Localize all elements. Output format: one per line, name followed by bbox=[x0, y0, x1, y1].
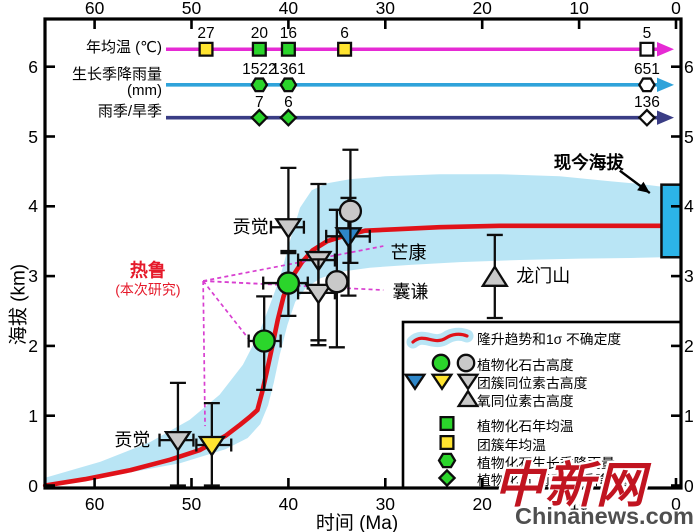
climate-marker-growing-season-rainfall-1 bbox=[279, 77, 298, 93]
y-axis-title: 海拔 (km) bbox=[8, 263, 30, 346]
climate-marker-annual-mean-temperature-1 bbox=[251, 41, 267, 57]
climate-marker-annual-mean-temperature-0 bbox=[198, 41, 214, 57]
legend-tri-yellow bbox=[430, 373, 454, 391]
present-elevation-bar bbox=[660, 183, 683, 259]
legend-curve-icon bbox=[411, 332, 469, 344]
dashed-link-1 bbox=[202, 280, 250, 340]
climate-marker-wet-dry-season-1 bbox=[279, 108, 298, 127]
legend-diamond-green bbox=[437, 468, 457, 488]
x-axis-title: 时间 (Ma) bbox=[315, 513, 399, 532]
watermark-chinanews-url: Chinanews.com bbox=[515, 503, 694, 529]
paleo-marker-热鲁-3 bbox=[276, 271, 301, 295]
paleo-marker-贡觉-0 bbox=[163, 430, 193, 453]
legend-circle-green bbox=[431, 353, 451, 373]
climate-marker-wet-dry-season-0 bbox=[250, 108, 269, 127]
climate-arrow-wet-dry-season bbox=[657, 110, 674, 125]
climate-marker-annual-mean-temperature-4 bbox=[639, 41, 655, 57]
paleo-marker-热鲁-1 bbox=[197, 435, 226, 458]
plot-border bbox=[43, 17, 683, 490]
watermark-chinanews-logo: 中新网 bbox=[494, 459, 648, 513]
paleo-marker-芒康-6 bbox=[304, 283, 333, 305]
paleo-marker-囊谦-7 bbox=[325, 270, 349, 294]
paleo-marker-贡觉-4 bbox=[274, 218, 303, 240]
legend-circle-gray bbox=[456, 353, 476, 373]
paleo-marker-龙门山-10 bbox=[480, 264, 509, 287]
climate-marker-growing-season-rainfall-2 bbox=[637, 77, 656, 93]
paleo-marker-热鲁-2 bbox=[252, 329, 276, 353]
climate-marker-annual-mean-temperature-3 bbox=[337, 41, 353, 57]
legend-square-yellow bbox=[439, 434, 455, 451]
uplift-trend-curve bbox=[42, 223, 665, 488]
climate-arrow-annual-mean-temperature bbox=[657, 42, 674, 57]
legend-hexagon-green bbox=[437, 452, 457, 469]
legend-tri-up-gray bbox=[456, 389, 480, 408]
annotation-arrow-head bbox=[637, 181, 650, 193]
climate-arrow-growing-season-rainfall bbox=[657, 77, 674, 93]
climate-marker-growing-season-rainfall-0 bbox=[250, 77, 269, 93]
paleo-marker-芒康-9 bbox=[338, 199, 363, 223]
uncertainty-band bbox=[45, 174, 663, 486]
dashed-link-3 bbox=[202, 245, 384, 282]
legend-tri-gray bbox=[456, 373, 480, 391]
paleo-marker-芒康-8 bbox=[334, 227, 363, 249]
climate-marker-wet-dry-season-2 bbox=[637, 108, 657, 127]
legend-tri-blue bbox=[403, 373, 427, 391]
dashed-link-2 bbox=[202, 280, 206, 427]
legend-square-green bbox=[439, 415, 455, 432]
climate-marker-annual-mean-temperature-2 bbox=[280, 41, 296, 57]
